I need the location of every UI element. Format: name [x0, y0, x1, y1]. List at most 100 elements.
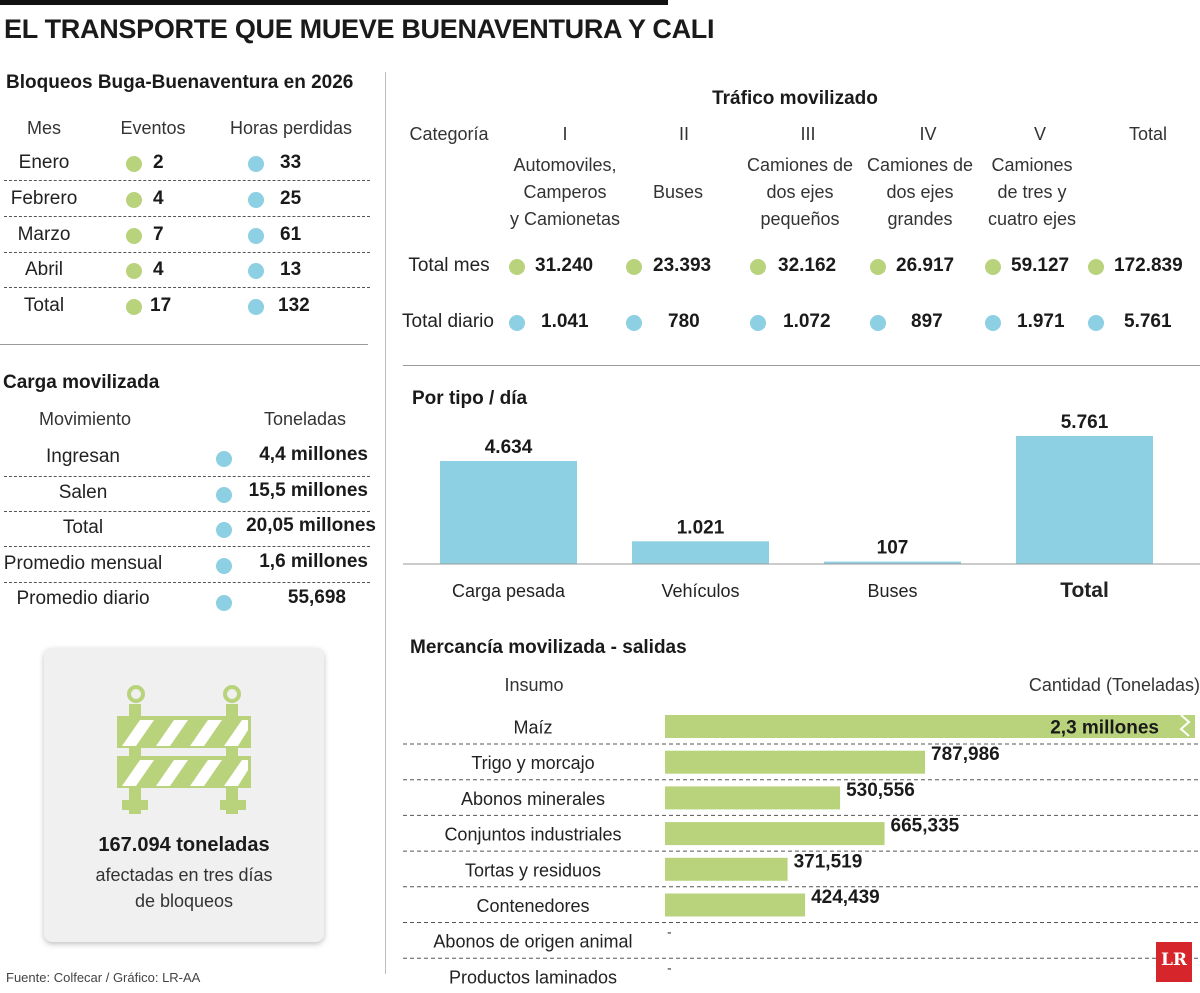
bloqueos-eventos: 4: [153, 188, 164, 209]
axis-break-icon: [1179, 714, 1191, 737]
mercancia-bar: [665, 857, 788, 881]
carga-header-movimiento: Movimiento: [38, 409, 132, 429]
mercancia-bar: [665, 750, 926, 774]
blue-dot-icon: [248, 192, 264, 208]
carga-label: Promedio diario: [16, 588, 150, 609]
trafico-col-desc: Automoviles, Camperos y Camionetas: [509, 155, 621, 229]
bloqueos-header-mes: Mes: [26, 118, 61, 138]
trafico-diario-value: 1.041: [541, 311, 589, 332]
por-tipo-category-label: Buses: [867, 581, 917, 601]
trafico-mes-value: 26.917: [896, 255, 955, 276]
blue-dot-icon: [870, 315, 886, 331]
source-note: Fuente: Colfecar / Gráfico: LR-AA: [6, 970, 201, 985]
road-barrier-icon: [117, 683, 251, 814]
mercancia-value-label: 424,439: [811, 887, 880, 908]
blue-dot-icon: [750, 315, 766, 331]
trafico-diario-value: 5.761: [1124, 311, 1172, 332]
mercancia-bar: [665, 822, 885, 846]
trafico-row-label: Total diario: [402, 311, 494, 332]
por-tipo-bar: [632, 541, 769, 564]
carga-value: 20,05 millones: [246, 515, 376, 536]
mercancia-category-label: Tortas y residuos: [465, 860, 601, 880]
por-tipo-bar: [824, 561, 961, 564]
mercancia-value-label: -: [667, 959, 672, 975]
blue-dot-icon: [1088, 315, 1104, 331]
section-divider: [403, 365, 1200, 366]
title-rule: [0, 0, 668, 5]
blue-dot-icon: [216, 451, 232, 467]
bloqueos-eventos: 17: [150, 295, 172, 316]
green-dot-icon: [985, 259, 1001, 275]
green-dot-icon: [870, 259, 886, 275]
mercancia-bar: [665, 715, 1195, 738]
por-tipo-category-label: Carga pesada: [452, 581, 566, 601]
mercancia-category-label: Contenedores: [476, 896, 589, 916]
mercancia-value-header: Cantidad (Toneladas): [1028, 675, 1200, 695]
carga-header-toneladas: Toneladas: [263, 409, 347, 429]
trafico-heading: Tráfico movilizado: [712, 88, 878, 109]
trafico-categoria-label: Categoría: [409, 124, 489, 144]
card-line-2: de bloqueos: [134, 891, 234, 911]
mercancia-value-label: 2,3 millones: [1050, 718, 1159, 739]
row-divider: [4, 252, 370, 253]
blue-dot-icon: [216, 522, 232, 538]
mercancia-value-label: -: [667, 924, 672, 940]
trafico-col-desc: Camiones de dos ejes grandes: [866, 155, 974, 229]
trafico-diario-value: 897: [911, 311, 943, 332]
row-divider: [4, 180, 370, 181]
green-dot-icon: [509, 259, 525, 275]
blue-dot-icon: [216, 595, 232, 611]
por-tipo-value-label: 5.761: [1061, 412, 1109, 433]
blue-dot-icon: [248, 263, 264, 279]
mercancia-heading: Mercancía movilizada - salidas: [410, 637, 687, 658]
por-tipo-value-label: 107: [877, 538, 909, 559]
card-bold-text: 167.094 toneladas: [98, 834, 270, 856]
carga-heading: Carga movilizada: [3, 372, 160, 393]
mercancia-category-label: Abonos minerales: [461, 789, 605, 809]
mercancia-category-label: Conjuntos industriales: [444, 825, 621, 845]
page-title: EL TRANSPORTE QUE MUEVE BUENAVENTURA Y C…: [4, 14, 715, 44]
bloqueos-mes: Abril: [24, 259, 63, 280]
trafico-col-roman: II: [678, 124, 689, 144]
blockade-card: 167.094 toneladas afectadas en tres días…: [44, 648, 324, 942]
card-line-1: afectadas en tres días: [95, 865, 273, 885]
bloqueos-header-eventos: Eventos: [120, 118, 186, 138]
trafico-col-roman: IV: [919, 124, 937, 144]
green-dot-icon: [126, 263, 142, 279]
carga-value: 4,4 millones: [259, 444, 368, 465]
green-dot-icon: [750, 259, 766, 275]
trafico-row-label: Total mes: [408, 255, 490, 276]
blue-dot-icon: [248, 156, 264, 172]
row-divider: [4, 476, 370, 477]
bloqueos-eventos: 7: [153, 224, 164, 245]
green-dot-icon: [126, 228, 142, 244]
row-divider: [4, 546, 370, 547]
blue-dot-icon: [216, 558, 232, 574]
bloqueos-eventos: 4: [153, 259, 164, 280]
carga-value: 15,5 millones: [248, 480, 368, 501]
mercancia-category-header: Insumo: [504, 675, 564, 695]
carga-label: Salen: [58, 482, 108, 503]
mercancia-chart: Maíz 2,3 millones Trigo y morcajo 787,986 Ab…: [403, 714, 1200, 987]
mercancia-category-label: Trigo y morcajo: [471, 753, 594, 773]
bloqueos-header-horas: Horas perdidas: [229, 118, 353, 138]
bloqueos-horas: 132: [278, 295, 310, 316]
green-dot-icon: [626, 259, 642, 275]
trafico-mes-value: 59.127: [1011, 255, 1070, 276]
trafico-mes-value: 23.393: [653, 255, 712, 276]
trafico-mes-value: 31.240: [535, 255, 594, 276]
trafico-col-desc: Camiones de dos ejes pequeños: [746, 155, 854, 229]
mercancia-category-label: Productos laminados: [449, 967, 617, 987]
mercancia-value-label: 665,335: [891, 816, 960, 837]
carga-value: 1,6 millones: [259, 551, 368, 572]
bloqueos-horas: 61: [280, 224, 302, 245]
trafico-diario-value: 780: [668, 311, 700, 332]
por-tipo-chart: 4.634 1.021 107 5.761 Carga pesada Vehículos…: [403, 412, 1200, 602]
bloqueos-mes: Febrero: [10, 188, 78, 209]
bloqueos-heading: Bloqueos Buga-Buenaventura en 2026: [6, 72, 354, 93]
section-divider: [0, 344, 368, 345]
blue-dot-icon: [248, 228, 264, 244]
row-divider: [4, 287, 370, 288]
green-dot-icon: [126, 299, 142, 315]
trafico-col-desc: Camiones de tres y cuatro ejes: [987, 155, 1077, 229]
